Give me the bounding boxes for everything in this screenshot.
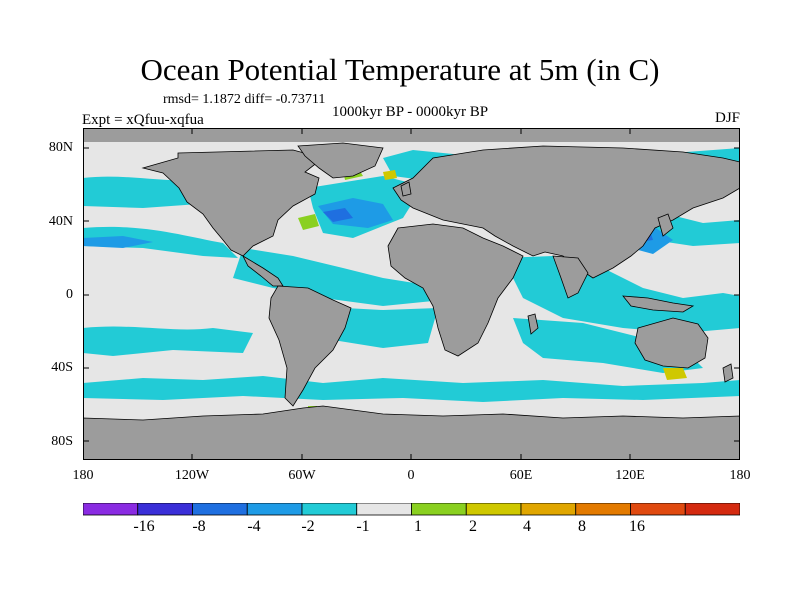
madagascar: [527, 313, 539, 335]
x-tick-label: 60W: [288, 468, 316, 483]
colorbar-swatch: [575, 503, 631, 516]
british-isles: [400, 181, 412, 197]
experiment-label: Expt = xQfuu-xqfua: [82, 112, 204, 128]
x-tick-label: 180: [729, 468, 751, 483]
colorbar-swatch: [301, 503, 358, 516]
map-title: Ocean Potential Temperature at 5m (in C): [140, 52, 660, 87]
australia: [634, 317, 709, 369]
x-tick-label: 180: [72, 468, 94, 483]
colorbar-swatch: [520, 503, 577, 516]
colorbar: [83, 503, 740, 516]
colorbar-swatch: [137, 503, 193, 516]
new-zealand: [722, 363, 734, 383]
x-tick-label: 120E: [615, 468, 645, 483]
eurasia: [392, 145, 740, 279]
colorbar-label: 4: [523, 518, 531, 535]
greenland: [297, 142, 384, 179]
axis-ticks: [83, 128, 740, 460]
colorbar-swatch: [246, 503, 303, 516]
colorbar-label: 1: [414, 518, 422, 535]
antarctica: [83, 405, 740, 460]
y-tick-label: 80S: [51, 434, 73, 449]
season-label: DJF: [714, 110, 740, 126]
colorbar-swatch: [83, 503, 139, 516]
colorbar-swatch: [684, 503, 740, 516]
africa: [387, 223, 524, 357]
y-tick-label: 0: [66, 287, 73, 302]
land-masses: [83, 142, 740, 460]
colorbar-label: 2: [469, 518, 477, 535]
colorbar-label: -2: [301, 518, 315, 535]
y-tick-label: 40N: [48, 214, 73, 229]
colorbar-label: 16: [629, 518, 645, 535]
y-tick-label: 80N: [48, 140, 73, 155]
y-tick-label: 40S: [51, 360, 73, 375]
period-label: 1000kyr BP - 0000kyr BP: [331, 104, 489, 120]
x-tick-label: 0: [407, 468, 415, 483]
arctic-land: [83, 128, 740, 142]
colorbar-swatch: [465, 503, 522, 516]
indonesia: [622, 295, 695, 313]
colorbar-label: -16: [133, 518, 155, 535]
x-tick-label: 120W: [174, 468, 210, 483]
india: [552, 255, 589, 299]
colorbar-label: -1: [356, 518, 370, 535]
colorbar-swatch: [192, 503, 248, 516]
japan: [657, 213, 674, 237]
colorbar-label: -4: [247, 518, 261, 535]
colorbar-swatch: [411, 503, 467, 516]
stats-label: rmsd= 1.1872 diff= -0.73711: [163, 92, 326, 107]
colorbar-label: 8: [578, 518, 586, 535]
colorbar-label: -8: [192, 518, 206, 535]
colorbar-swatch: [630, 503, 686, 516]
colorbar-swatch: [356, 503, 412, 516]
x-tick-label: 60E: [509, 468, 533, 483]
south-america: [268, 285, 352, 407]
world-map: [83, 128, 740, 460]
